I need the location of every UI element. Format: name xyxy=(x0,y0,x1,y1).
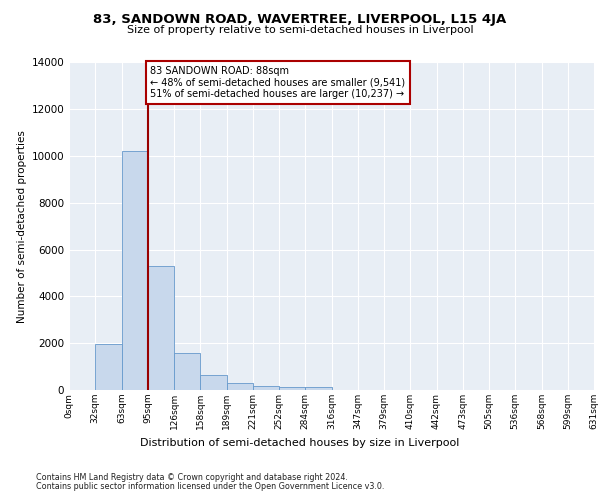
Text: Distribution of semi-detached houses by size in Liverpool: Distribution of semi-detached houses by … xyxy=(140,438,460,448)
Text: Contains public sector information licensed under the Open Government Licence v3: Contains public sector information licen… xyxy=(36,482,385,491)
Bar xyxy=(95,344,121,390)
Bar xyxy=(253,386,279,390)
Bar xyxy=(148,266,174,390)
Bar xyxy=(305,387,331,390)
Bar xyxy=(174,353,200,390)
Text: Size of property relative to semi-detached houses in Liverpool: Size of property relative to semi-detach… xyxy=(127,25,473,35)
Bar xyxy=(121,152,148,390)
Y-axis label: Number of semi-detached properties: Number of semi-detached properties xyxy=(17,130,27,322)
Text: 83, SANDOWN ROAD, WAVERTREE, LIVERPOOL, L15 4JA: 83, SANDOWN ROAD, WAVERTREE, LIVERPOOL, … xyxy=(94,12,506,26)
Bar xyxy=(279,387,305,390)
Text: Contains HM Land Registry data © Crown copyright and database right 2024.: Contains HM Land Registry data © Crown c… xyxy=(36,472,348,482)
Bar xyxy=(200,376,227,390)
Text: 83 SANDOWN ROAD: 88sqm
← 48% of semi-detached houses are smaller (9,541)
51% of : 83 SANDOWN ROAD: 88sqm ← 48% of semi-det… xyxy=(151,66,406,99)
Bar xyxy=(227,384,253,390)
